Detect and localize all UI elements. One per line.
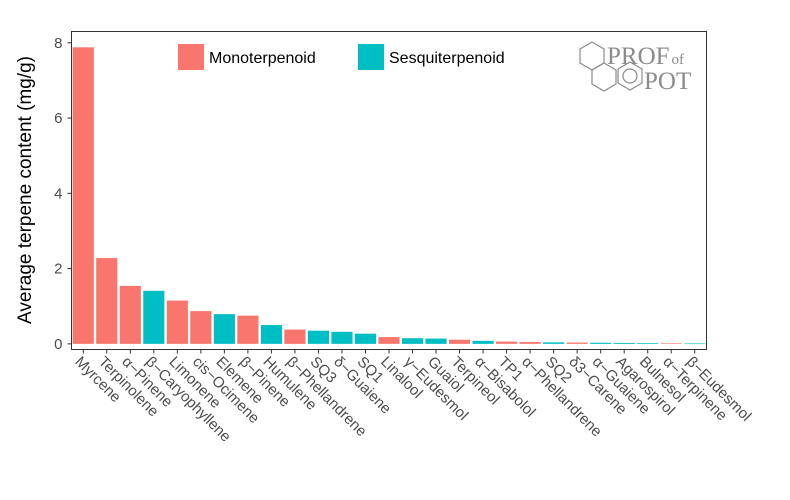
benzene-rings-icon: [579, 41, 643, 92]
bar-sq3: [307, 330, 330, 344]
legend-swatch-monoterpenoid: [178, 44, 204, 70]
y-tick-label: 0: [54, 336, 62, 353]
bar-pinene: [119, 285, 141, 344]
bar-phellandrene: [519, 341, 541, 344]
bar-sq2: [543, 342, 565, 344]
bar-3-carene: [566, 342, 588, 344]
bar-phellandrene: [284, 329, 306, 344]
legend-label-sesquiterpenoid: Sesquiterpenoid: [389, 50, 505, 67]
logo-text-prof: PROF: [607, 43, 670, 70]
bar-guaiol: [425, 338, 447, 344]
bar-myrcene: [72, 47, 94, 344]
y-tick-label: 2: [54, 261, 62, 278]
y-tick-label: 4: [54, 185, 62, 202]
bar-cis-ocimene: [190, 311, 212, 344]
bar-bisabolol: [472, 340, 494, 344]
bars-layer: [72, 47, 706, 345]
prof-of-pot-logo: PROF of POT: [579, 41, 691, 95]
bar-eudesmol: [401, 338, 424, 344]
y-axis: 0 2 4 6 8: [54, 35, 72, 353]
legend: Monoterpenoid Sesquiterpenoid: [178, 44, 505, 70]
logo-text-of: of: [672, 52, 685, 68]
legend-swatch-sesquiterpenoid: [358, 44, 384, 70]
bar-limonene: [166, 300, 188, 344]
y-axis-title: Average terpene content (mg/g): [15, 56, 36, 324]
bar-linalool: [378, 337, 400, 344]
bar-humulene: [260, 325, 282, 344]
bar-agarospirol: [613, 342, 635, 344]
bar-terpineol: [448, 339, 471, 344]
y-tick-label: 6: [54, 110, 62, 127]
bar-tp1: [496, 341, 518, 344]
x-axis: MyrceneTerpinoleneα−Pineneβ−Caryophyllen…: [71, 349, 754, 445]
bar-guaiene: [590, 342, 612, 344]
bar-eudesmol: [684, 343, 706, 345]
y-tick-label: 8: [54, 35, 62, 52]
bar-terpinolene: [96, 258, 118, 344]
bar-sq1: [354, 333, 377, 344]
bar-elemene: [213, 314, 235, 344]
bar-pinene: [237, 315, 259, 344]
bar-caryophyllene: [143, 290, 165, 344]
legend-label-monoterpenoid: Monoterpenoid: [209, 50, 316, 67]
logo-text-pot: POT: [644, 68, 691, 95]
bar-guaiene: [331, 331, 353, 344]
bar-bulnesol: [637, 343, 659, 344]
bar-terpinene: [660, 343, 682, 344]
